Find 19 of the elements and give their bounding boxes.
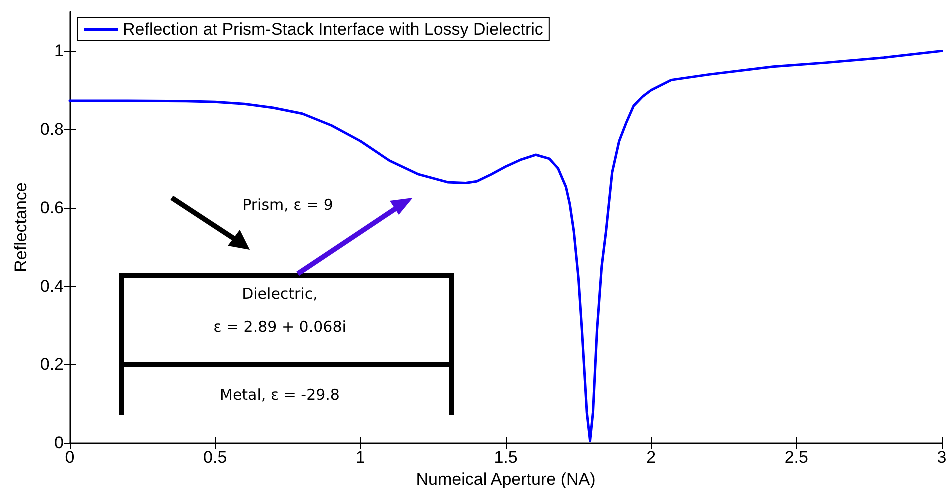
x-tick-label: 0.5 xyxy=(204,448,228,467)
x-tick-label: 2 xyxy=(646,448,656,467)
annotation: Dielectric, xyxy=(242,285,318,303)
annotation: Metal, ε = -29.8 xyxy=(220,386,340,404)
y-tick-label: 0.4 xyxy=(40,276,64,296)
y-tick-label: 1 xyxy=(54,42,64,61)
x-tick-label: 1 xyxy=(356,448,366,467)
y-axis-title: Reflectance xyxy=(11,182,30,272)
x-tick-label: 1.5 xyxy=(494,448,518,467)
y-tick-label: 0.8 xyxy=(40,120,64,140)
x-tick-label: 3 xyxy=(937,448,947,467)
y-tick-label: 0 xyxy=(54,434,64,452)
legend-label: Reflection at Prism-Stack Interface with Lossy Dielectric xyxy=(123,20,544,39)
annotation: ε = 2.89 + 0.068i xyxy=(214,318,346,336)
y-tick-label: 0.2 xyxy=(40,355,64,374)
y-tick-label: 0.6 xyxy=(40,198,64,218)
x-tick-label: 2.5 xyxy=(784,448,808,467)
x-axis-title: Numeical Aperture (NA) xyxy=(416,470,596,489)
annotation: Prism, ε = 9 xyxy=(242,196,334,214)
